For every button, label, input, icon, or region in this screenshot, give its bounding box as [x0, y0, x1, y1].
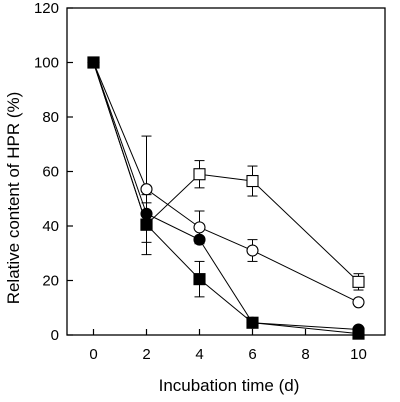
data-point-square — [246, 316, 259, 329]
y-tick-label: 120 — [34, 0, 59, 17]
data-point-square — [193, 168, 206, 181]
data-point-square — [87, 56, 100, 69]
data-point-circle — [140, 207, 153, 220]
data-point-square — [193, 273, 206, 286]
data-point-circle — [352, 296, 365, 309]
data-point-square — [140, 218, 153, 231]
series-line — [93, 62, 359, 335]
x-tick-label: 2 — [142, 346, 150, 363]
data-point-circle — [140, 183, 153, 196]
data-point-circle — [193, 221, 206, 234]
x-tick-label: 10 — [350, 346, 367, 363]
series-line — [93, 62, 359, 331]
series-line — [93, 62, 359, 303]
y-axis-label: Relative content of HPR (%) — [4, 92, 23, 305]
x-axis-label: Incubation time (d) — [159, 376, 300, 395]
data-point-square — [246, 174, 259, 188]
data-point-circle — [193, 233, 206, 246]
data-point-circle — [246, 244, 259, 257]
x-tick-label: 6 — [248, 346, 256, 363]
x-tick-label: 0 — [89, 346, 97, 363]
y-tick-label: 60 — [42, 164, 59, 181]
data-point-square — [352, 275, 365, 288]
x-tick-label: 4 — [195, 346, 203, 363]
series-line — [93, 62, 359, 283]
y-tick-label: 100 — [34, 55, 59, 72]
y-tick-label: 0 — [51, 327, 59, 344]
data-point-square — [352, 327, 365, 340]
plot-frame — [66, 7, 386, 336]
y-tick-label: 40 — [42, 218, 59, 235]
x-tick-label: 8 — [301, 346, 309, 363]
y-tick-label: 80 — [42, 109, 59, 126]
y-tick-label: 20 — [42, 273, 59, 290]
